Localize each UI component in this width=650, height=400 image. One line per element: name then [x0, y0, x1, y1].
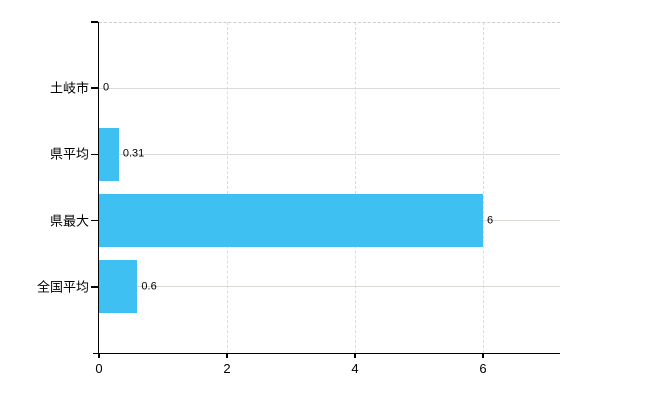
- x-tick-label: 2: [223, 361, 231, 376]
- y-tick: [91, 286, 98, 288]
- y-tick: [91, 219, 98, 222]
- bar-value-label: 6: [487, 214, 494, 227]
- bar: [99, 127, 119, 181]
- gridline-v: [227, 22, 228, 353]
- category-label: 県平均: [49, 146, 89, 162]
- x-tick: [226, 353, 228, 358]
- category-label: 土岐市: [49, 80, 89, 96]
- x-tick: [482, 353, 484, 358]
- bar: [99, 260, 138, 314]
- x-tick: [354, 353, 356, 358]
- y-tick: [91, 87, 98, 89]
- x-tick-label: 6: [479, 361, 487, 376]
- bar-value-label: 0.31: [122, 147, 145, 160]
- category-label: 全国平均: [36, 279, 89, 295]
- plot-top-border: [99, 21, 560, 23]
- y-tick-top: [91, 21, 98, 23]
- bar-value-label: 0: [103, 81, 110, 94]
- gridline-h: [99, 153, 560, 155]
- bar-value-label: 0.6: [141, 280, 157, 293]
- y-tick: [91, 153, 98, 156]
- x-tick-label: 0: [95, 361, 103, 376]
- category-label: 県最大: [49, 213, 89, 229]
- gridline-v: [483, 22, 484, 353]
- x-tick: [98, 353, 100, 358]
- x-axis-line: [93, 352, 560, 354]
- y-axis-line: [97, 22, 99, 358]
- gridline-h: [99, 87, 560, 89]
- gridline-v: [355, 22, 356, 353]
- bar: [99, 194, 483, 248]
- x-tick-label: 4: [351, 361, 359, 376]
- gridline-h: [99, 286, 560, 288]
